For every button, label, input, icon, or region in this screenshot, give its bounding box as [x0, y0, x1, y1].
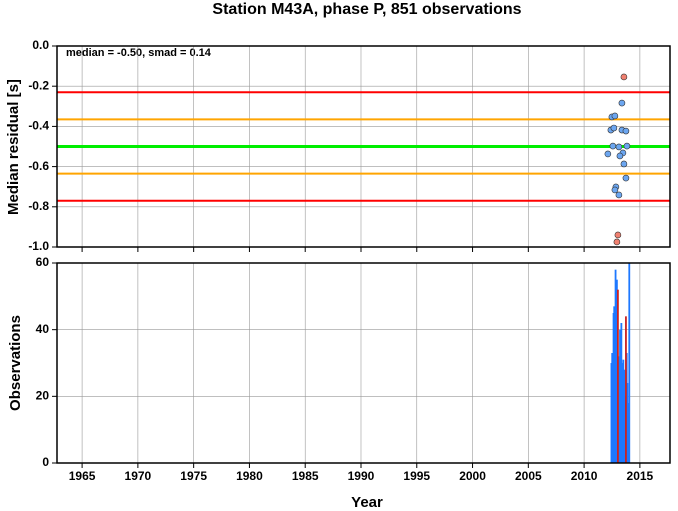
data-point	[609, 142, 617, 150]
data-point	[622, 127, 630, 135]
data-point	[615, 143, 623, 151]
data-point	[623, 142, 631, 150]
data-point	[604, 150, 612, 158]
y-tick-label: 20	[36, 389, 50, 403]
x-tick-label: 1990	[348, 469, 375, 483]
y-tick-label: -0.8	[28, 199, 49, 213]
x-tick-label: 2005	[515, 469, 542, 483]
x-tick-label: 2010	[571, 469, 598, 483]
y-axis-label: Median residual [s]	[5, 79, 22, 215]
annotation: median = -0.50, smad = 0.14	[66, 47, 212, 59]
plot-frame	[56, 262, 671, 464]
x-axis-label: Year	[351, 494, 383, 511]
x-tick-label: 1975	[180, 469, 207, 483]
data-point	[610, 124, 618, 132]
y-tick-label: 0.0	[32, 38, 49, 52]
bar	[628, 263, 631, 463]
data-point	[611, 112, 619, 120]
x-tick-label: 1970	[125, 469, 152, 483]
y-tick-label: 40	[36, 322, 50, 336]
x-tick-label: 1980	[236, 469, 263, 483]
y-tick-label: -0.6	[28, 159, 49, 173]
x-tick-label: 1985	[292, 469, 319, 483]
bar	[627, 403, 629, 463]
data-point	[613, 238, 621, 246]
chart-title: Station M43A, phase P, 851 observations	[212, 1, 521, 18]
data-point	[620, 73, 628, 81]
data-point	[622, 174, 630, 182]
x-tick-label: 2000	[459, 469, 486, 483]
bar	[625, 316, 627, 463]
data-point	[611, 186, 619, 194]
x-tick-label: 1965	[69, 469, 96, 483]
bar	[617, 289, 619, 463]
data-point	[620, 160, 628, 168]
bar	[624, 396, 626, 463]
y-tick-label: -1.0	[28, 239, 49, 253]
data-point	[614, 231, 622, 239]
y-tick-label: 60	[36, 255, 50, 269]
data-point	[618, 99, 626, 107]
x-tick-label: 1995	[403, 469, 430, 483]
y-tick-label: 0	[42, 455, 49, 469]
data-point	[615, 191, 623, 199]
data-point	[616, 152, 624, 160]
y-tick-label: -0.2	[28, 78, 49, 92]
x-tick-label: 2015	[627, 469, 654, 483]
plot-frame	[56, 45, 671, 248]
y-axis-label: Observations	[7, 315, 24, 411]
y-tick-label: -0.4	[28, 119, 49, 133]
